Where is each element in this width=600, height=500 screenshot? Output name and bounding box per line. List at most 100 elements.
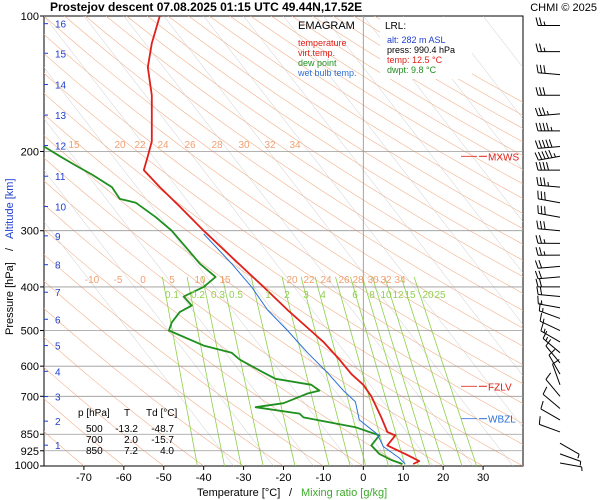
wind-barb-flag: [537, 190, 539, 199]
dry-adiabat-line: [105, 16, 523, 294]
x-tick-label: 0: [360, 472, 366, 484]
wind-barb: [539, 313, 561, 331]
level-marker-label: WBZL: [488, 415, 516, 426]
wind-barb-flag: [536, 176, 539, 186]
series-line-wet-bulb-temp: [203, 233, 406, 465]
wind-barb-flag: [545, 339, 552, 347]
mixing-ratio-label: 0.5: [229, 290, 243, 301]
mid-adiabat-label: -10: [85, 275, 100, 286]
wind-barb-flag: [540, 191, 543, 200]
mid-adiabat-label: 5: [169, 275, 175, 286]
altitude-tick-label: 5: [55, 342, 61, 353]
legend-dew-point: dew point: [298, 58, 337, 68]
wind-barb: [537, 190, 561, 204]
wind-barb: [534, 270, 561, 280]
dry-adiabat-line: [188, 16, 523, 230]
legend: EMAGRAM temperature virt.temp. dew point…: [297, 20, 357, 78]
wind-barb: [542, 386, 561, 409]
wind-barb-staff: [559, 442, 580, 455]
y-axis-title-pressure: Pressure [hPa]: [4, 262, 16, 335]
upper-adiabat-label: 24: [157, 140, 169, 151]
wind-barb-flag: [538, 107, 543, 116]
mid-adiabat-label: 0: [140, 275, 146, 286]
wind-barb-flag: [535, 235, 539, 244]
wind-barb-flag: [539, 235, 542, 244]
wind-barb-half-flag: [543, 47, 546, 52]
mid-adiabat-label: 20: [286, 275, 298, 286]
y-tick-label: 700: [21, 391, 39, 403]
mid-adiabat-label: 28: [352, 275, 364, 286]
wind-barb-staff: [538, 265, 561, 269]
wind-barb-flag: [535, 122, 539, 132]
wind-barb-flag: [546, 122, 549, 132]
x-tick-label: -30: [236, 472, 252, 484]
wind-barb-flag: [543, 65, 546, 74]
x-tick-label: 30: [477, 472, 489, 484]
upper-adiabat-label: 28: [211, 140, 223, 151]
mid-adiabat-label: 34: [394, 275, 406, 286]
wind-barb-flag: [540, 322, 544, 332]
wind-barb: [535, 87, 561, 96]
wind-barb: [535, 122, 561, 132]
wind-barb-flag: [538, 270, 543, 279]
lrl-temp: temp: 12.5 °C: [387, 55, 443, 65]
wind-barb-half-flag: [579, 461, 582, 466]
wind-barb-flag: [534, 270, 539, 279]
mid-adiabat-label: 22: [303, 275, 315, 286]
x-axis-title-separator: /: [289, 487, 293, 499]
wind-barb-flag: [536, 220, 539, 229]
upper-adiabat-label: 30: [238, 140, 250, 151]
wind-barb-flag: [534, 140, 539, 149]
wind-barb-flag: [539, 161, 542, 171]
wind-barb-half-flag: [542, 318, 545, 323]
wind-barb-flag: [548, 349, 556, 356]
table-header-td: Td [°C]: [146, 408, 177, 419]
level-marker-label: FZLV: [488, 382, 512, 393]
wind-barb: [536, 64, 561, 76]
wind-barb-staff: [538, 198, 561, 204]
wind-barb-half-flag: [543, 239, 546, 244]
diagonal-reference-line: [363, 16, 523, 223]
wind-barb-staff: [545, 379, 561, 397]
wind-barb-flag: [539, 247, 542, 256]
wind-barb-flag: [537, 295, 539, 304]
wind-barb: [559, 442, 580, 459]
table-row-700-td: -15.7: [151, 435, 174, 446]
mid-adiabat-label: 24: [320, 275, 332, 286]
wind-barb-staff: [559, 462, 582, 468]
wind-barb-flag: [539, 278, 542, 288]
x-tick-label: -50: [156, 472, 172, 484]
wind-barb: [534, 107, 561, 117]
wind-barb-flag: [539, 220, 543, 230]
dry-adiabat-line: [44, 34, 523, 366]
lrl-press: press: 990.4 hPa: [387, 45, 455, 55]
mid-adiabat-label: 15: [219, 275, 231, 286]
mixing-ratio-label: 8: [369, 290, 375, 301]
wind-barb-flag: [535, 43, 539, 52]
x-axis-title-temperature: Temperature [°C]: [197, 487, 280, 499]
dry-adiabat-line: [209, 16, 523, 214]
mid-adiabat-label: 10: [194, 275, 206, 286]
wind-barb-flag: [544, 150, 550, 159]
mixing-ratio-label: 3: [303, 290, 309, 301]
lrl-alt: alt: 282 m ASL: [387, 35, 446, 45]
wind-barb-flag: [535, 87, 539, 96]
wind-barb: [540, 322, 561, 343]
wind-barb-half-flag: [543, 328, 546, 333]
altitude-tick-label: 10: [55, 202, 67, 213]
wind-barb-flag: [536, 286, 539, 295]
wind-barb-flag: [542, 386, 548, 395]
altitude-tick-label: 9: [55, 232, 61, 243]
wind-barb-flag: [540, 205, 543, 215]
upper-adiabat-label: 20: [114, 140, 126, 151]
table-row-850-p: 850: [86, 446, 103, 457]
table-row-850-t: 7.2: [124, 446, 138, 457]
wind-barb: [536, 176, 561, 188]
wind-barb-staff: [538, 276, 561, 280]
wind-barb-flag: [534, 260, 539, 269]
wind-barb-flag: [535, 161, 539, 171]
wind-barb: [538, 302, 561, 319]
axes: -70 -60 -50 -40 -30 -20 -10 0 10 20 30100200300400…: [15, 11, 520, 484]
mixing-ratio-label: 12: [392, 290, 404, 301]
